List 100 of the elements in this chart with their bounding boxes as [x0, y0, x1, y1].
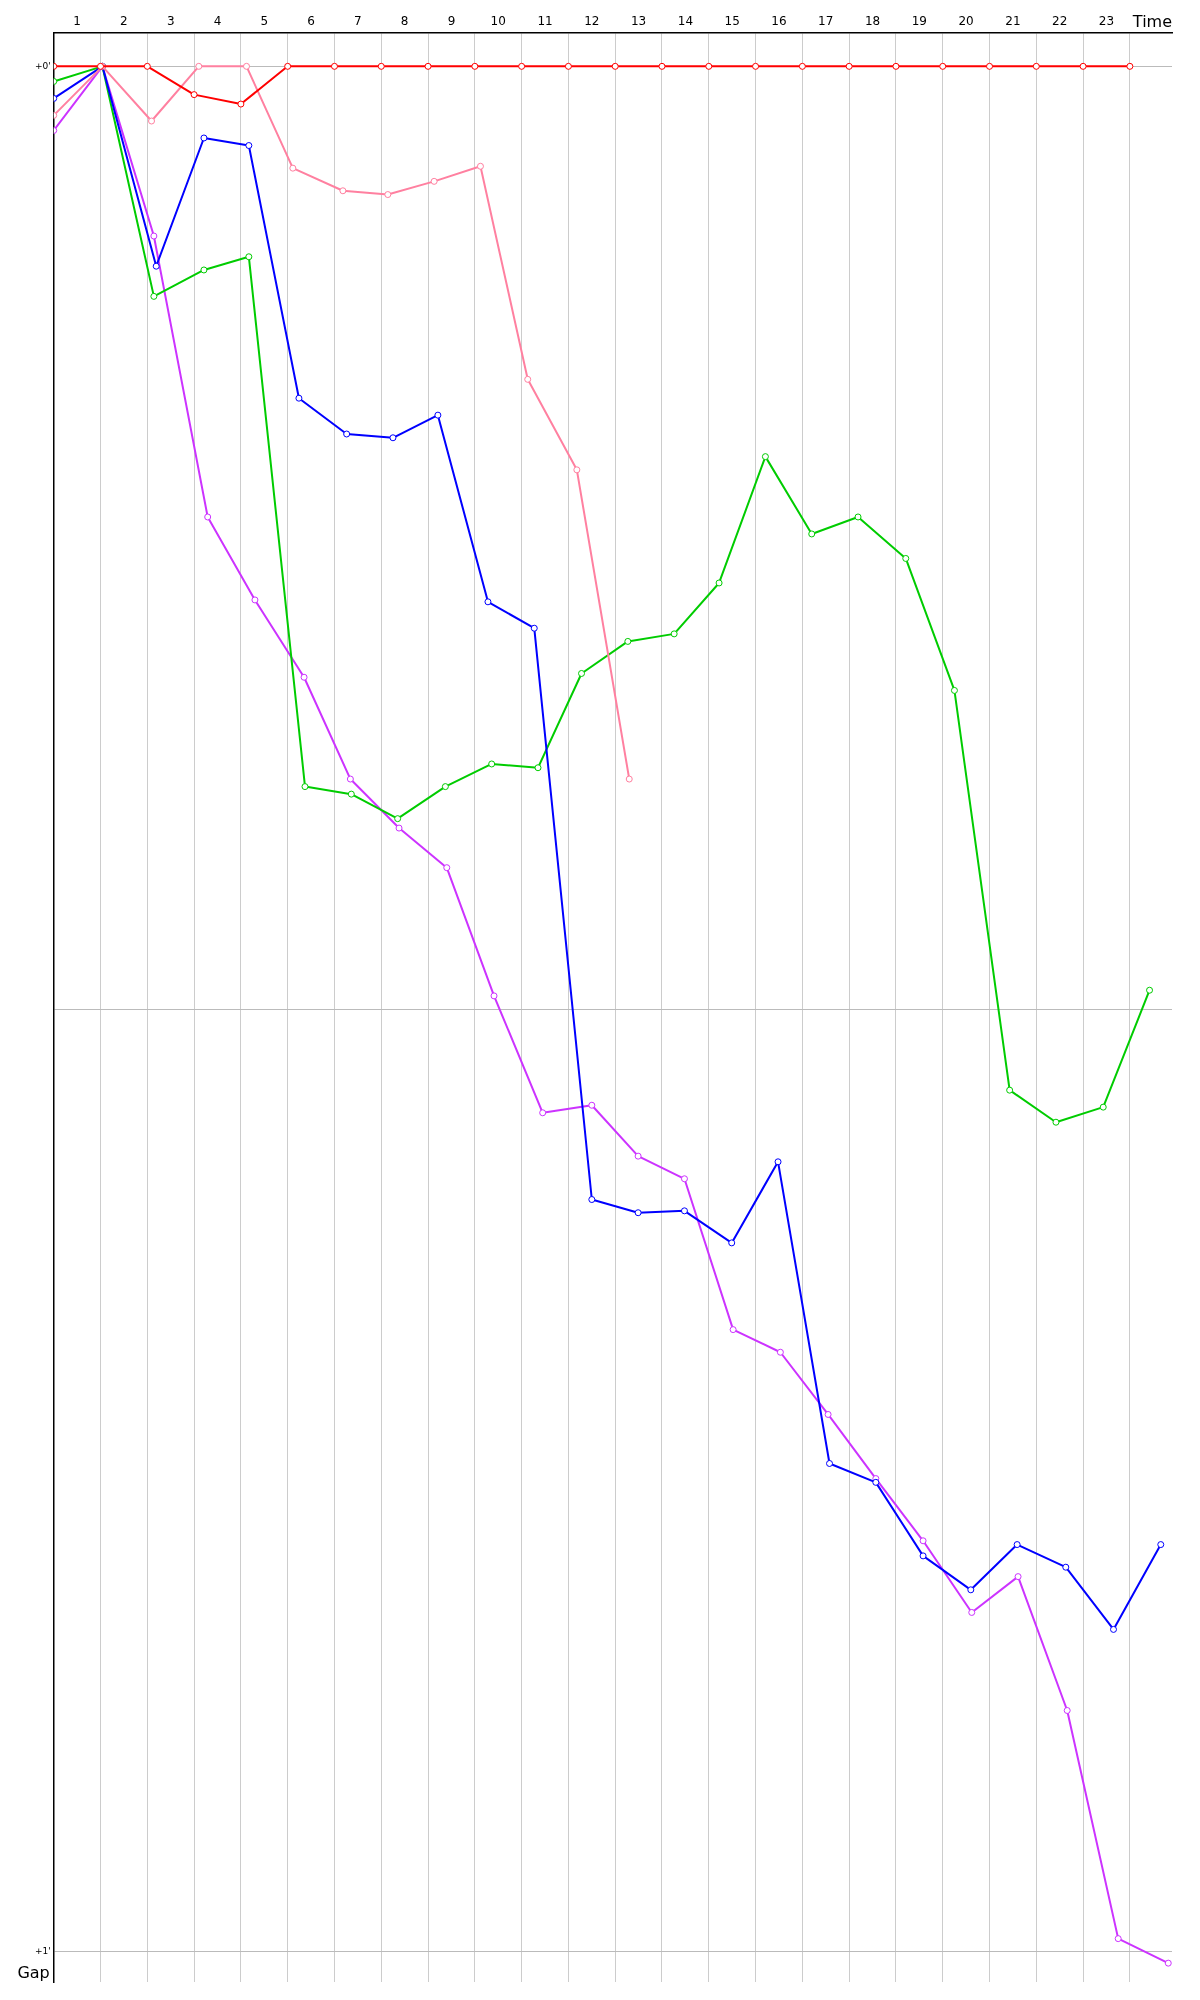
point	[204, 513, 212, 521]
point	[680, 1207, 688, 1215]
point	[301, 783, 309, 791]
point	[389, 434, 397, 442]
point	[441, 783, 449, 791]
point	[143, 62, 151, 70]
point	[826, 1459, 833, 1467]
x-tick-label: 13	[630, 14, 647, 29]
point	[573, 466, 581, 474]
point	[774, 1158, 782, 1166]
x-tick-label: 11	[537, 14, 553, 29]
point	[729, 1326, 737, 1334]
point	[902, 554, 910, 562]
point	[752, 62, 760, 70]
point	[347, 790, 355, 798]
point	[443, 864, 451, 872]
point	[680, 1175, 688, 1183]
point	[824, 1410, 832, 1418]
point	[300, 673, 308, 681]
point	[377, 62, 385, 70]
point	[624, 637, 632, 645]
point	[150, 292, 158, 300]
y-tick-label: +1'	[34, 1946, 51, 1957]
point	[424, 62, 432, 70]
point	[1114, 1935, 1122, 1943]
point	[670, 630, 678, 638]
point	[1164, 1959, 1172, 1967]
point	[776, 1348, 784, 1356]
x-tick-label: 17	[818, 14, 834, 29]
x-axis-title: Time	[1131, 11, 1172, 31]
point	[1079, 62, 1087, 70]
point	[1063, 1706, 1071, 1714]
y-axis-title: Gap	[17, 1963, 50, 1983]
x-tick-label: 3	[166, 14, 175, 29]
point	[471, 62, 479, 70]
point	[289, 164, 297, 172]
point	[295, 394, 303, 402]
point	[395, 824, 403, 832]
x-tick-label: 20	[958, 14, 974, 29]
point	[524, 375, 532, 383]
x-tick-label: 14	[677, 14, 694, 29]
point	[950, 686, 958, 694]
point	[1126, 62, 1134, 70]
point	[476, 162, 484, 170]
x-tick-label: 12	[584, 14, 600, 29]
x-tick-label: 9	[447, 14, 456, 29]
point	[190, 91, 198, 99]
point	[588, 1196, 596, 1204]
point	[237, 100, 245, 108]
point	[394, 815, 402, 823]
point	[430, 177, 438, 185]
point	[1099, 1103, 1107, 1111]
point	[243, 62, 251, 70]
point	[152, 262, 160, 270]
point	[539, 1109, 547, 1117]
point	[330, 62, 338, 70]
x-tick-label: 10	[490, 14, 506, 29]
point	[1146, 986, 1154, 994]
point	[284, 62, 292, 70]
point	[245, 253, 253, 261]
point	[1052, 1118, 1060, 1126]
point	[625, 775, 633, 783]
point	[245, 142, 253, 150]
x-tick-label: 23	[1098, 14, 1115, 29]
point	[490, 992, 498, 1000]
x-tick-label: 19	[911, 14, 927, 29]
point	[195, 62, 203, 70]
x-tick-label: 15	[724, 14, 740, 29]
point	[384, 191, 392, 199]
point	[634, 1209, 642, 1217]
point	[518, 62, 526, 70]
point	[434, 411, 442, 419]
point	[611, 62, 619, 70]
point	[150, 232, 158, 240]
x-tick-label: 16	[771, 14, 787, 29]
point	[939, 62, 947, 70]
point	[1013, 1541, 1021, 1549]
x-tick-label: 21	[1005, 14, 1021, 29]
point	[854, 513, 862, 521]
point	[251, 596, 259, 604]
point	[1157, 1541, 1165, 1549]
point	[1110, 1625, 1118, 1633]
x-tick-label: 2	[120, 14, 128, 29]
point	[343, 430, 351, 438]
point	[530, 624, 538, 632]
point	[1006, 1086, 1014, 1094]
x-tick-label: 5	[260, 14, 269, 29]
point	[658, 62, 666, 70]
point	[588, 1101, 596, 1109]
point	[346, 775, 354, 783]
point	[919, 1537, 927, 1545]
point	[488, 760, 496, 768]
point	[728, 1239, 736, 1247]
point	[808, 530, 816, 538]
point	[484, 598, 492, 606]
point	[1014, 1573, 1022, 1581]
point	[1032, 62, 1040, 70]
x-tick-label: 8	[400, 14, 409, 29]
point	[564, 62, 572, 70]
point	[761, 453, 769, 461]
